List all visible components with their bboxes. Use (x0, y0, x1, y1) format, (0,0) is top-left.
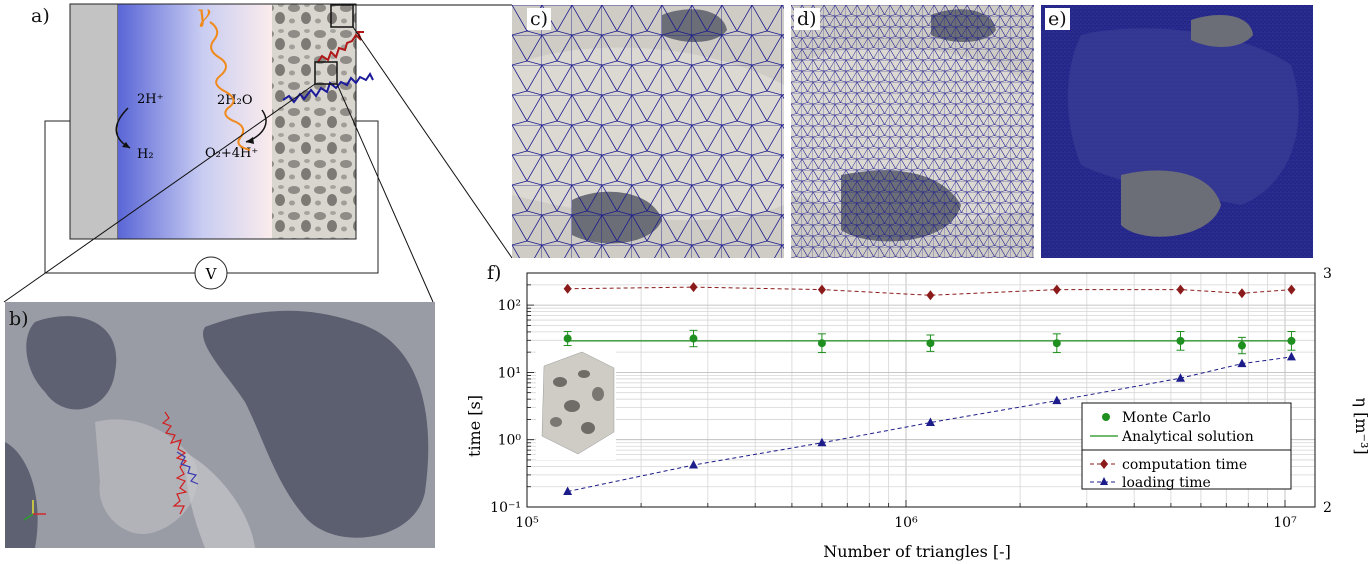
mc-point (817, 339, 826, 348)
computation-point (926, 290, 935, 301)
mc-point (1287, 336, 1296, 345)
loading-point (817, 437, 827, 447)
zoom-box-walk (314, 61, 338, 85)
y-axis-label: time [s] (465, 395, 484, 457)
legend-computation-label: computation time (1122, 457, 1247, 473)
computation-point (1237, 288, 1246, 299)
y-tick-label: 10⁻¹ (490, 500, 521, 516)
random-walk-render (5, 302, 435, 548)
walk-trace-red (161, 411, 188, 515)
inset-foam-image (536, 348, 616, 460)
photon-wave (209, 21, 251, 151)
zoom-connectors (3, 4, 513, 303)
x-axis-label: Number of triangles [-] (823, 542, 1011, 561)
panel-label-f: f) (484, 262, 505, 284)
reaction-right-bottom: O₂+4H⁺ (205, 146, 258, 161)
mc-point (1176, 336, 1185, 345)
reaction-left-bottom: H₂ (137, 147, 154, 162)
computation-line (567, 286, 1292, 296)
mc-point (563, 334, 572, 343)
panel-label-b: b) (9, 308, 29, 330)
x-tick-label: 10⁶ (894, 515, 918, 531)
electrolyte (118, 4, 272, 239)
mc-point (689, 334, 698, 343)
axis-ticks: 10⁵ 10⁶ 10⁷ 10⁻¹ 10⁰ 10¹ 10² 2 3 (490, 266, 1332, 531)
computation-point (1052, 284, 1061, 295)
y2-tick-label: 2 (1323, 500, 1332, 516)
loading-point (1237, 358, 1247, 368)
y2-axis-label: η [m⁻³] (1352, 397, 1369, 454)
panel-label-e: e) (1045, 8, 1070, 30)
loading-point (925, 417, 935, 427)
mc-point (1052, 339, 1061, 348)
random-walk-red (317, 31, 364, 63)
cell-schematic: V 2H⁺ H₂ 2H₂O O₂+4H⁺ γ (44, 0, 379, 290)
reaction-right-top: 2H₂O (217, 93, 252, 108)
legend-loading-label: loading time (1122, 475, 1211, 491)
timing-chart: 10⁵ 10⁶ 10⁷ 10⁻¹ 10⁰ 10¹ 10² 2 3 Monte Carlo Ana… (465, 266, 1369, 561)
legend-mc-marker (1102, 413, 1110, 421)
computation-point (1176, 284, 1185, 295)
y-tick-label: 10⁰ (498, 433, 522, 449)
y-tick-label: 10² (498, 298, 521, 314)
loading-point (1286, 351, 1296, 361)
loading-point (1052, 395, 1062, 405)
series (563, 282, 1296, 495)
x-tick-label: 10⁵ (515, 515, 539, 531)
loading-point (563, 486, 573, 495)
legend-loading-marker (1100, 477, 1108, 485)
mesh-coarse (512, 5, 784, 258)
loading-point (689, 460, 699, 469)
y2-tick-label: 3 (1323, 266, 1332, 282)
counter-electrode (69, 3, 119, 240)
x-tick-label: 10⁷ (1273, 515, 1297, 531)
legend-computation-marker (1100, 459, 1108, 469)
walk-trace-blue (176, 451, 199, 485)
legend: Monte Carlo Analytical solution computat… (1081, 402, 1292, 491)
panel-label-c: c) (527, 8, 552, 30)
y-tick-label: 10¹ (498, 365, 521, 381)
mesh-medium (791, 5, 1034, 258)
legend-analytical-label: Analytical solution (1121, 429, 1254, 445)
mesh-fine (1041, 5, 1313, 258)
photon-symbol: γ (196, 0, 211, 28)
loading-line (567, 356, 1292, 492)
porous-photoanode (272, 4, 356, 239)
reaction-left-top: 2H⁺ (137, 92, 163, 107)
voltmeter-label: V (205, 265, 218, 283)
legend-mc-label: Monte Carlo (1122, 410, 1211, 426)
plot-frame (526, 272, 1316, 508)
voltmeter (194, 256, 228, 290)
computation-point (689, 282, 698, 293)
loading-point (1175, 373, 1185, 382)
mc-point (926, 339, 935, 348)
panel-label-a: a) (28, 5, 53, 27)
computation-point (817, 284, 826, 295)
computation-point (563, 283, 572, 294)
zoom-box-mesh (330, 4, 354, 28)
computation-point (1287, 284, 1296, 295)
panel-label-d: d) (794, 8, 820, 30)
mc-point (1237, 341, 1246, 350)
